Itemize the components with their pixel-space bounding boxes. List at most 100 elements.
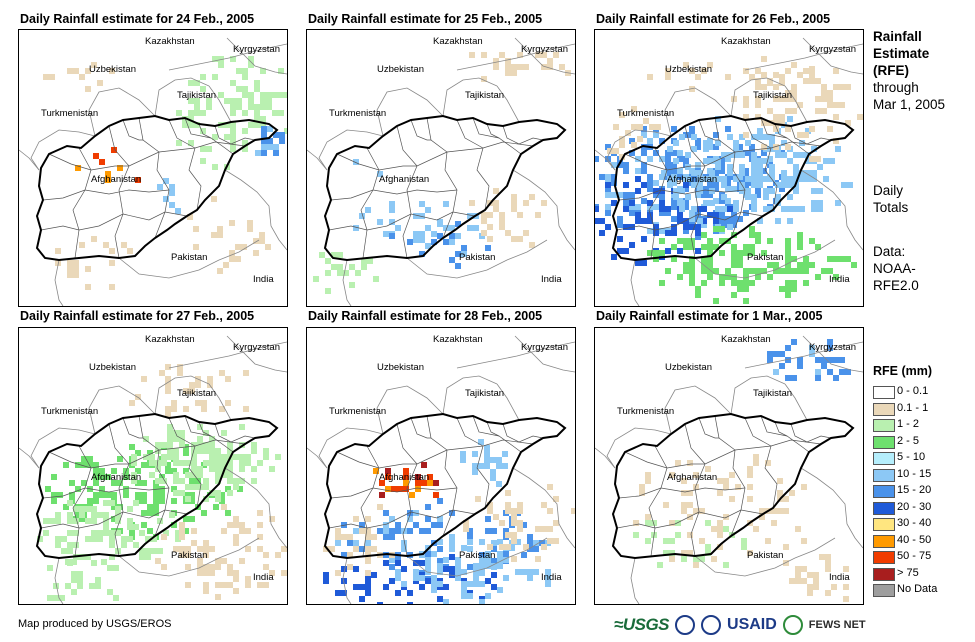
country-label-pakistan: Pakistan (459, 550, 496, 561)
country-label-afghanistan: Afghanistan (379, 174, 430, 185)
country-label-tajikistan: Tajikistan (177, 388, 217, 399)
country-label-tajikistan: Tajikistan (753, 388, 793, 399)
country-label-india: India (541, 274, 562, 285)
noaa-logo-icon (675, 615, 696, 635)
afghanistan-border (35, 412, 279, 560)
usaid-seal-icon (701, 615, 722, 635)
country-label-kyrgyzstan: Kyrgyzstan (521, 44, 568, 55)
rainfall-raster (633, 339, 851, 602)
legend-label: 10 - 15 (897, 467, 932, 480)
country-label-india: India (829, 274, 850, 285)
rainfall-raster (43, 56, 287, 290)
fews-net-logo: FEWS NET (808, 619, 866, 631)
side-heading: Rainfall Estimate (RFE) through Mar 1, 2… (873, 29, 946, 112)
rainfall-map-28feb: Kazakhstan Kyrgyzstan Uzbekistan Tajikistan… (306, 327, 576, 605)
country-label-uzbekistan: Uzbekistan (377, 64, 424, 75)
afghanistan-border (611, 412, 855, 560)
country-label-tajikistan: Tajikistan (465, 388, 505, 399)
panel-title-28feb: Daily Rainfall estimate for 28 Feb., 200… (308, 309, 543, 323)
legend-swatch (873, 518, 895, 531)
legend-label: 0.1 - 1 (897, 401, 929, 414)
legend-label: 20 - 30 (897, 500, 932, 513)
country-label-kyrgyzstan: Kyrgyzstan (521, 342, 568, 353)
legend-label: 5 - 10 (897, 451, 926, 463)
country-label-afghanistan: Afghanistan (667, 472, 718, 483)
country-label-kyrgyzstan: Kyrgyzstan (809, 44, 856, 55)
country-label-uzbekistan: Uzbekistan (89, 64, 136, 75)
country-label-india: India (253, 274, 274, 285)
country-label-turkmenistan: Turkmenistan (617, 108, 675, 119)
map-canvas (307, 335, 575, 604)
country-label-turkmenistan: Turkmenistan (329, 108, 387, 119)
country-label-kazakhstan: Kazakhstan (433, 36, 483, 47)
country-label-tajikistan: Tajikistan (465, 90, 505, 101)
country-label-pakistan: Pakistan (171, 252, 208, 263)
afghanistan-border (35, 114, 279, 262)
panel-title-1mar: Daily Rainfall estimate for 1 Mar., 2005 (596, 309, 823, 323)
country-label-kyrgyzstan: Kyrgyzstan (233, 342, 280, 353)
country-label-pakistan: Pakistan (747, 252, 784, 263)
rainfall-raster (595, 56, 863, 304)
usgs-logo: ≈USGS (614, 615, 670, 634)
country-label-tajikistan: Tajikistan (177, 90, 217, 101)
panel-title-26feb: Daily Rainfall estimate for 26 Feb., 200… (596, 12, 831, 26)
rainfall-map-1mar: Kazakhstan Kyrgyzstan Uzbekistan Tajikistan… (594, 327, 864, 605)
map-canvas (595, 37, 863, 306)
legend-swatch (873, 435, 895, 449)
rainfall-map-24feb: Kazakhstan Kyrgyzstan Uzbekistan Tajikistan… (18, 29, 288, 307)
country-label-india: India (541, 572, 562, 583)
rainfall-map-26feb: Kazakhstan Kyrgyzstan Uzbekistan Tajikistan… (594, 29, 864, 307)
legend-swatch (873, 567, 895, 581)
panel-title-24feb: Daily Rainfall estimate for 24 Feb., 200… (20, 12, 255, 26)
legend-swatch (873, 419, 895, 432)
rainfall-raster (313, 52, 571, 294)
logo-strip: ≈USGS USAID FEWS NET (614, 612, 866, 638)
country-label-pakistan: Pakistan (171, 550, 208, 561)
rainfall-raster (323, 439, 575, 604)
map-credit: Map produced by USGS/EROS (18, 618, 172, 630)
afghanistan-border (611, 114, 855, 262)
country-label-kazakhstan: Kazakhstan (721, 334, 771, 345)
country-label-uzbekistan: Uzbekistan (665, 64, 712, 75)
legend-swatch (873, 551, 895, 564)
legend-swatch (873, 485, 895, 498)
rainfall-map-25feb: Kazakhstan Kyrgyzstan Uzbekistan Tajikistan… (306, 29, 576, 307)
country-label-uzbekistan: Uzbekistan (377, 362, 424, 373)
legend-swatch (873, 386, 895, 399)
legend-swatch (873, 534, 895, 548)
legend-label: > 75 (897, 566, 919, 579)
legend-label: 50 - 75 (897, 550, 932, 562)
legend-swatch (873, 468, 895, 482)
country-label-tajikistan: Tajikistan (753, 90, 793, 101)
panel-title-27feb: Daily Rainfall estimate for 27 Feb., 200… (20, 309, 255, 323)
country-label-afghanistan: Afghanistan (379, 472, 430, 483)
country-label-kazakhstan: Kazakhstan (721, 36, 771, 47)
country-label-kazakhstan: Kazakhstan (145, 334, 195, 345)
country-label-kazakhstan: Kazakhstan (145, 36, 195, 47)
country-label-afghanistan: Afghanistan (91, 472, 142, 483)
country-label-kyrgyzstan: Kyrgyzstan (809, 342, 856, 353)
legend-label: 40 - 50 (897, 533, 932, 546)
legend-label: 15 - 20 (897, 484, 932, 496)
legend-label: 1 - 2 (897, 418, 920, 430)
legend-label: No Data (897, 583, 938, 595)
country-label-uzbekistan: Uzbekistan (89, 362, 136, 373)
country-label-turkmenistan: Turkmenistan (41, 406, 99, 417)
country-label-pakistan: Pakistan (747, 550, 784, 561)
rainfall-raster (37, 364, 287, 601)
country-label-turkmenistan: Turkmenistan (617, 406, 675, 417)
side-data-source: Data: NOAA- RFE2.0 (873, 244, 919, 293)
legend-title: RFE (mm) (873, 364, 933, 378)
country-label-afghanistan: Afghanistan (91, 174, 142, 185)
country-label-kazakhstan: Kazakhstan (433, 334, 483, 345)
usaid-logo: USAID (727, 616, 777, 633)
country-label-pakistan: Pakistan (459, 252, 496, 263)
country-label-afghanistan: Afghanistan (667, 174, 718, 185)
legend-swatch (873, 452, 895, 465)
rainfall-map-27feb: Kazakhstan Kyrgyzstan Uzbekistan Tajikistan… (18, 327, 288, 605)
afghanistan-border (323, 114, 567, 262)
country-label-india: India (829, 572, 850, 583)
legend-label: 2 - 5 (897, 434, 920, 447)
afghanistan-border (323, 412, 567, 560)
country-label-india: India (253, 572, 274, 583)
